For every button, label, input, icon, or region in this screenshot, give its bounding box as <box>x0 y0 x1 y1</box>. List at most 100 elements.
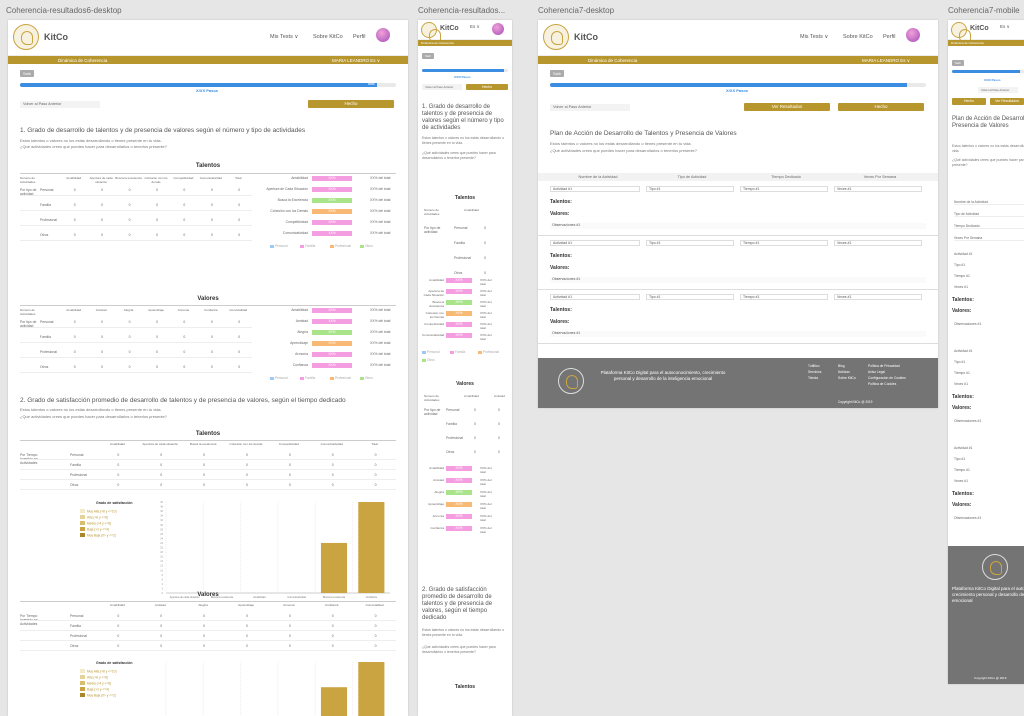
satisfaction-chart-2: Grado de satisfacción Muy Alta (>8 y <=10… <box>80 661 385 716</box>
row-label: Familia <box>454 241 465 245</box>
observations-input[interactable]: Observaciones #1 <box>550 223 926 229</box>
lang-select[interactable]: Es ∨ <box>470 24 480 29</box>
times-input[interactable]: Veces #1 <box>954 479 968 483</box>
table-cell: 0 <box>288 624 291 628</box>
nav-perfil[interactable]: Perfil <box>353 34 366 40</box>
time-select[interactable]: Tiempo #1 <box>740 294 828 300</box>
y-tick-label: 26 <box>160 533 163 536</box>
avatar[interactable] <box>906 28 920 42</box>
times-input[interactable]: Veces #1 <box>954 285 968 289</box>
activity-input[interactable]: Actividad #1 <box>550 186 640 192</box>
activity-input[interactable]: Actividad #1 <box>954 252 973 256</box>
footer-tagline: Plataforma KitCo Digital para el autocon… <box>952 586 1024 603</box>
done-button[interactable]: Hecho <box>466 84 508 90</box>
salir-button[interactable]: Salir <box>422 53 435 59</box>
observations-input[interactable]: Observaciones #1 <box>550 277 926 283</box>
type-select[interactable]: Tipo #1 <box>954 263 966 267</box>
nav-sobre-kitco[interactable]: Sobre KitCo <box>313 34 343 40</box>
footer-link[interactable]: Noticias <box>838 370 850 374</box>
prev-step-button[interactable]: Volver al Paso Anterior <box>550 104 630 111</box>
times-input[interactable]: Veces #1 <box>834 186 922 192</box>
activity-input[interactable]: Actividad #1 <box>550 240 640 246</box>
time-select[interactable]: Tiempo #1 <box>740 240 828 246</box>
kitco-logo-icon[interactable] <box>543 24 569 50</box>
footer-link[interactable]: Configuración de Cookies <box>868 376 906 380</box>
subheader-bar: Dinámica de Coherencia MARIA LEANDRO Es … <box>538 56 938 64</box>
type-select[interactable]: Tipo #1 <box>646 240 734 246</box>
activity-input[interactable]: Actividad #1 <box>954 446 973 450</box>
user-menu[interactable]: MARIA LEANDRO Es ∨ <box>332 57 381 63</box>
table-cell: 0 <box>203 624 206 628</box>
observations-input[interactable]: Observaciones #1 <box>954 516 982 520</box>
footer-link[interactable]: Blog <box>838 364 845 368</box>
table-cell: 0 <box>101 365 104 369</box>
type-select[interactable]: Tipo #1 <box>646 186 734 192</box>
avatar[interactable] <box>492 23 504 35</box>
legend-swatch <box>422 350 426 354</box>
salir-button[interactable]: Salir <box>952 60 965 66</box>
time-select[interactable]: Tiempo #1 <box>954 371 970 375</box>
kitco-logo-icon[interactable] <box>13 24 39 50</box>
footer-link[interactable]: Política de Privacidad <box>868 364 900 368</box>
satisfaction-chart: Grado de satisfacción Muy Alta (>8 y <=10… <box>80 501 390 599</box>
salir-button[interactable]: Salir <box>550 70 565 77</box>
kitco-logo-icon[interactable] <box>951 22 971 43</box>
table-cell: 0 <box>474 408 476 412</box>
steps-counter: X/XX Pasos <box>984 78 1001 82</box>
row-label: Otros <box>446 450 455 454</box>
type-select[interactable]: Tipo #1 <box>646 294 734 300</box>
table-cell: 0 <box>117 624 120 628</box>
observations-input[interactable]: Observaciones #1 <box>954 322 982 326</box>
row-group: Por tipo de actividad <box>424 226 441 234</box>
valores-label: Valores: <box>550 319 570 325</box>
type-select[interactable]: Tipo #1 <box>954 457 966 461</box>
activity-input[interactable]: Actividad #1 <box>954 349 973 353</box>
time-select[interactable]: Tiempo #1 <box>740 186 828 192</box>
time-select[interactable]: Tiempo #1 <box>954 468 970 472</box>
side-label: Apertura de Cada Situación <box>266 187 308 191</box>
prev-step-button[interactable]: Volver al Paso Anterior <box>20 101 100 108</box>
row-label: Personal <box>70 453 84 457</box>
times-input[interactable]: Veces #1 <box>834 240 922 246</box>
footer-link[interactable]: Aviso Legal <box>868 370 885 374</box>
table-cell: 0 <box>498 422 500 426</box>
nav-perfil[interactable]: Perfil <box>883 34 896 40</box>
footer-link[interactable]: Tutfitico <box>808 364 820 368</box>
nav-mis-tests[interactable]: Mis Tests ∨ <box>270 34 299 40</box>
prev-step-button[interactable]: Volver al Paso Anterior <box>422 84 462 90</box>
col-header: Competitividad <box>173 176 194 180</box>
nav-sobre-kitco[interactable]: Sobre KitCo <box>843 34 873 40</box>
done-button[interactable]: Hecho <box>838 103 924 111</box>
nav-mis-tests[interactable]: Mis Tests ∨ <box>800 34 829 40</box>
progress-bar <box>550 83 926 87</box>
kitco-logo-icon[interactable] <box>421 22 441 43</box>
x-tick-label: Amabilidad <box>253 596 266 599</box>
prev-step-button[interactable]: Volver al Paso Anterior <box>978 87 1018 93</box>
observations-input[interactable]: Observaciones #1 <box>550 331 926 337</box>
salir-button[interactable]: Salir <box>20 70 35 77</box>
ver-resultados-button[interactable]: Ver Resultados <box>744 103 830 111</box>
table-row <box>20 357 252 358</box>
done-button[interactable]: Hecho <box>308 100 394 108</box>
time-select[interactable]: Tiempo #1 <box>954 274 970 278</box>
y-tick-label: 16 <box>160 556 163 559</box>
ver-resultados-button[interactable]: Ver Resultados <box>990 98 1024 105</box>
legend-item: Personal <box>270 376 288 380</box>
footer-link[interactable]: Política de Cookies <box>868 382 897 386</box>
col-header: Aprendizaje <box>148 308 164 312</box>
y-tick-label: 4 <box>162 583 164 586</box>
done-button[interactable]: Hecho <box>952 98 986 105</box>
footer-link[interactable]: Sobre KitCo <box>838 376 856 380</box>
times-input[interactable]: Veces #1 <box>834 294 922 300</box>
observations-input[interactable]: Observaciones #1 <box>954 419 982 423</box>
footer-link[interactable]: Servicios <box>808 370 822 374</box>
avatar[interactable] <box>376 28 390 42</box>
activity-input[interactable]: Actividad #1 <box>550 294 640 300</box>
user-menu[interactable]: MARIA LEANDRO Es ∨ <box>862 57 911 63</box>
site-header: KitCo Mis Tests ∨ Sobre KitCo Perfil <box>538 20 938 56</box>
lang-select[interactable]: Es ∨ <box>1000 24 1010 29</box>
footer-link[interactable]: Tienda <box>808 376 818 380</box>
times-input[interactable]: Veces #1 <box>954 382 968 386</box>
type-select[interactable]: Tipo #1 <box>954 360 966 364</box>
chart-legend-label: Baja (>2 y <=4) <box>87 528 109 532</box>
